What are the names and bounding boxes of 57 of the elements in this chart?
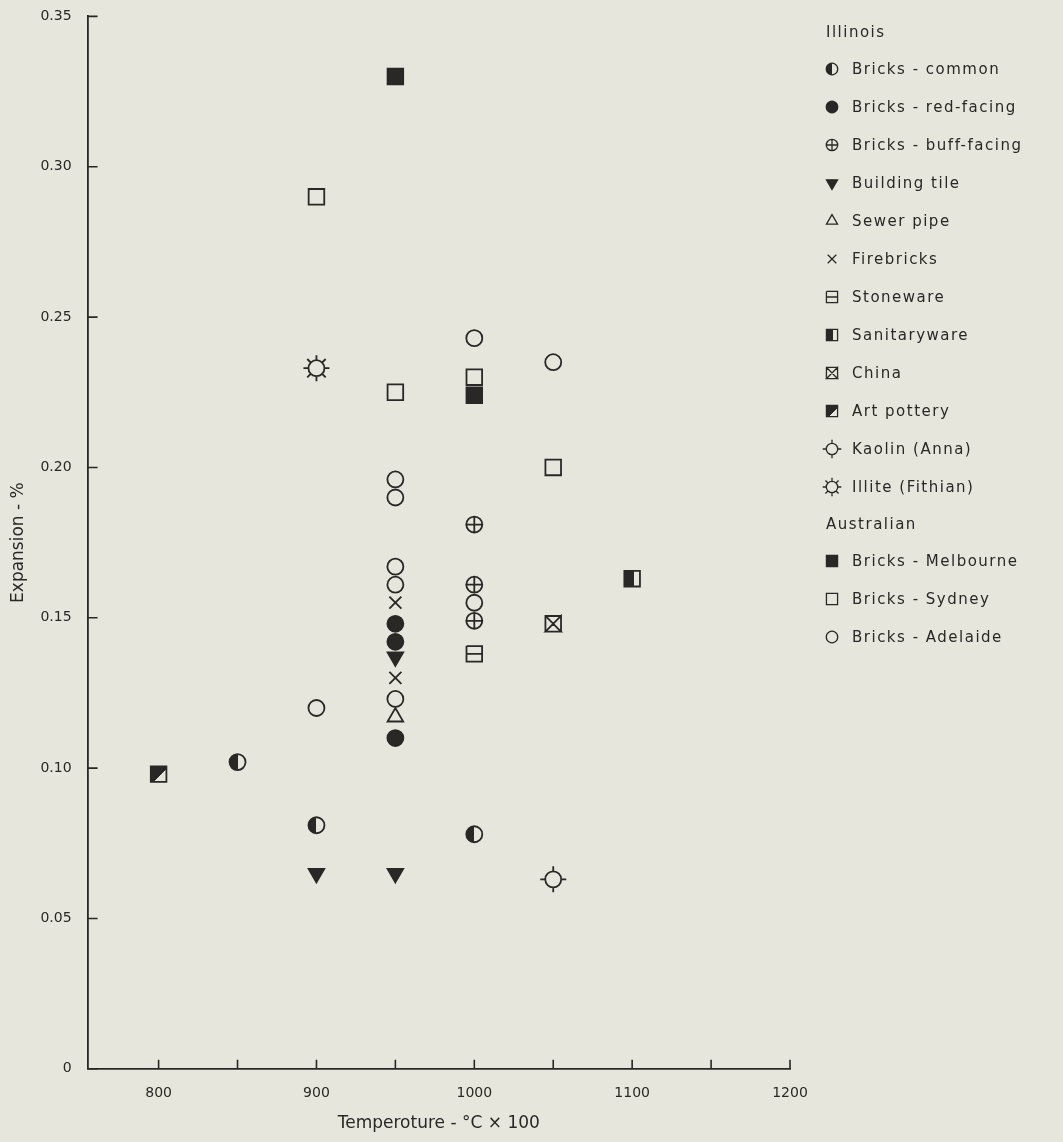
text: Australian	[825, 514, 918, 535]
point	[307, 188, 326, 206]
legend-label: Illite (Fithian)	[852, 478, 975, 496]
y-tick-label: 0.35	[40, 7, 72, 24]
point	[465, 593, 484, 612]
point	[465, 368, 483, 386]
x-tick-label: 1000	[456, 1083, 493, 1100]
point	[544, 353, 563, 372]
legend-label: Stoneware	[852, 288, 946, 306]
legend-label: Kaolin (Anna)	[852, 440, 973, 458]
y-tick-label: 0.05	[40, 909, 72, 926]
y-tick-label: 0.20	[40, 458, 72, 475]
legend-label: Bricks - buff-facing	[852, 136, 1023, 154]
point	[386, 707, 405, 723]
y-tick-label: 0.15	[40, 608, 72, 625]
point	[544, 458, 562, 477]
legend-label: Bricks - common	[852, 60, 1001, 78]
point	[544, 615, 562, 633]
y-tick-label: 0.25	[40, 307, 72, 324]
point	[465, 386, 483, 404]
x-tick-label: 900	[303, 1083, 330, 1100]
point	[386, 383, 405, 401]
legend-label: Bricks - Melbourne	[852, 552, 1019, 570]
point	[388, 671, 403, 685]
point	[302, 354, 331, 383]
y-axis-title: Expansion - %	[6, 482, 27, 603]
x-tick-label: 1100	[614, 1083, 650, 1100]
legend-label: Art pottery	[852, 402, 951, 420]
point	[386, 729, 405, 747]
point	[307, 699, 326, 717]
legend-label: Firebricks	[852, 250, 939, 268]
y-tick-label: 0.10	[40, 758, 72, 775]
point	[386, 632, 405, 651]
point	[386, 557, 405, 576]
legend-label: China	[852, 364, 903, 382]
legend-label: Bricks - red-facing	[852, 98, 1017, 116]
y-tick-label: 0	[62, 1059, 72, 1076]
x-axis-title: Temperoture - °C × 100	[336, 1112, 540, 1133]
legend-label: Sanitaryware	[852, 326, 970, 344]
point	[623, 569, 641, 588]
point	[386, 67, 405, 86]
y-tick-label: 0.30	[40, 157, 72, 174]
point	[539, 865, 568, 894]
legend-title: Illinois	[825, 22, 887, 43]
point	[465, 645, 483, 663]
x-tick-label: 1200	[772, 1083, 808, 1100]
point	[149, 765, 168, 783]
legend-label: Sewer pipe	[852, 212, 951, 230]
legend-label: Building tile	[852, 174, 961, 192]
point	[228, 753, 247, 771]
point	[386, 614, 405, 633]
point	[388, 595, 403, 610]
point	[465, 825, 484, 844]
x-tick-label: 800	[145, 1083, 172, 1100]
point	[307, 816, 326, 835]
legend-label: Bricks - Adelaide	[852, 628, 1003, 646]
legend-label: Bricks - Sydney	[852, 590, 991, 608]
